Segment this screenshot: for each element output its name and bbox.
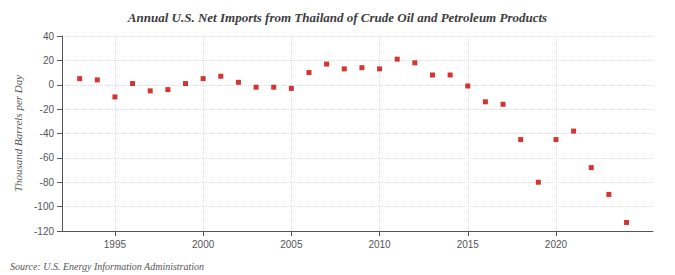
svg-text:-20: -20: [40, 104, 55, 115]
svg-text:1995: 1995: [104, 239, 127, 250]
svg-text:0: 0: [48, 79, 54, 90]
svg-text:Thousand Barrels per Day: Thousand Barrels per Day: [12, 75, 24, 192]
svg-text:-60: -60: [40, 152, 55, 163]
svg-text:2015: 2015: [457, 239, 480, 250]
svg-text:Annual U.S. Net Imports from T: Annual U.S. Net Imports from Thailand of…: [127, 10, 547, 25]
svg-text:-40: -40: [40, 128, 55, 139]
svg-text:20: 20: [43, 55, 55, 66]
svg-text:2020: 2020: [545, 239, 568, 250]
svg-text:-100: -100: [34, 201, 54, 212]
svg-text:Source: U.S. Energy Informatio: Source: U.S. Energy Information Administ…: [10, 261, 204, 272]
svg-text:2000: 2000: [192, 239, 215, 250]
svg-text:40: 40: [43, 31, 55, 42]
svg-text:-80: -80: [40, 177, 55, 188]
svg-text:2005: 2005: [280, 239, 303, 250]
svg-text:2010: 2010: [368, 239, 391, 250]
svg-text:-120: -120: [34, 226, 54, 237]
